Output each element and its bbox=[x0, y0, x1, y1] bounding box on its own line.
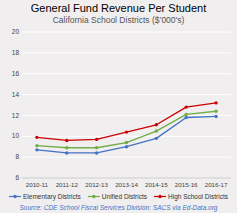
series-marker bbox=[65, 146, 68, 149]
x-tick-label: 2014-15 bbox=[145, 181, 168, 188]
legend-marker bbox=[158, 195, 162, 199]
series-line bbox=[37, 111, 216, 148]
source: Source: CDE School Fiscal Services Divis… bbox=[20, 204, 218, 212]
grid-line bbox=[22, 115, 231, 116]
series-marker bbox=[214, 115, 217, 118]
series-marker bbox=[214, 110, 217, 113]
series-marker bbox=[95, 146, 98, 149]
series-marker bbox=[185, 113, 188, 116]
series-marker bbox=[95, 151, 98, 154]
series-marker bbox=[125, 145, 128, 148]
x-tick-label: 2013-14 bbox=[115, 181, 138, 188]
x-tick-label: 2016-17 bbox=[205, 181, 228, 188]
x-axis-line bbox=[22, 178, 231, 179]
series-marker bbox=[35, 136, 38, 139]
background bbox=[0, 0, 237, 213]
series-marker bbox=[65, 139, 68, 142]
marks bbox=[35, 101, 218, 154]
y-tick-label: 14 bbox=[12, 91, 20, 98]
x-tick-label: 2010-11 bbox=[26, 181, 49, 188]
series-marker bbox=[155, 123, 158, 126]
grid-line bbox=[22, 52, 231, 53]
legend-item: Elementary Districts bbox=[9, 193, 82, 201]
grid-line bbox=[22, 136, 231, 137]
y-tick-label: 16 bbox=[12, 70, 20, 77]
series-marker bbox=[214, 101, 217, 104]
series-line bbox=[37, 103, 216, 141]
legend-item: Unified Districts bbox=[88, 193, 148, 200]
subtitle: California School Districts ($’000's) bbox=[53, 15, 185, 25]
chart: General Fund Revenue Per StudentCaliforn… bbox=[0, 0, 237, 213]
series-marker bbox=[35, 144, 38, 147]
y-tick-label: 12 bbox=[12, 112, 20, 119]
grid-line bbox=[22, 32, 231, 33]
legend-item: High School Districts bbox=[154, 193, 229, 201]
series-marker bbox=[185, 105, 188, 108]
series-marker bbox=[125, 141, 128, 144]
series-marker bbox=[185, 116, 188, 119]
x-tick-label: 2015-16 bbox=[175, 181, 198, 188]
y-tick-label: 8 bbox=[15, 153, 19, 160]
y-tick-label: 18 bbox=[12, 49, 20, 56]
x-tick-label: 2012-13 bbox=[85, 181, 108, 188]
series-marker bbox=[155, 137, 158, 140]
series-marker bbox=[35, 148, 38, 151]
series-marker bbox=[125, 130, 128, 133]
title: General Fund Revenue Per Student bbox=[31, 2, 207, 14]
y-tick-label: 10 bbox=[12, 132, 20, 139]
legend-marker bbox=[92, 195, 96, 199]
legend-marker bbox=[13, 195, 17, 199]
legend: Elementary Districts Unified Districts Hig… bbox=[9, 193, 229, 201]
legend-label: Unified Districts bbox=[102, 193, 148, 200]
series-marker bbox=[65, 151, 68, 154]
series-marker bbox=[95, 138, 98, 141]
legend-label: Elementary Districts bbox=[23, 193, 82, 201]
legend-label: High School Districts bbox=[168, 193, 229, 201]
grid-line bbox=[22, 94, 231, 95]
y-tick-label: 20 bbox=[12, 28, 20, 35]
x-tick-label: 2011-12 bbox=[56, 181, 79, 188]
grid-line bbox=[22, 157, 231, 158]
y-tick-label: 6 bbox=[15, 174, 19, 181]
grid-line bbox=[22, 178, 231, 179]
series-marker bbox=[155, 129, 158, 132]
grid-line bbox=[22, 73, 231, 74]
